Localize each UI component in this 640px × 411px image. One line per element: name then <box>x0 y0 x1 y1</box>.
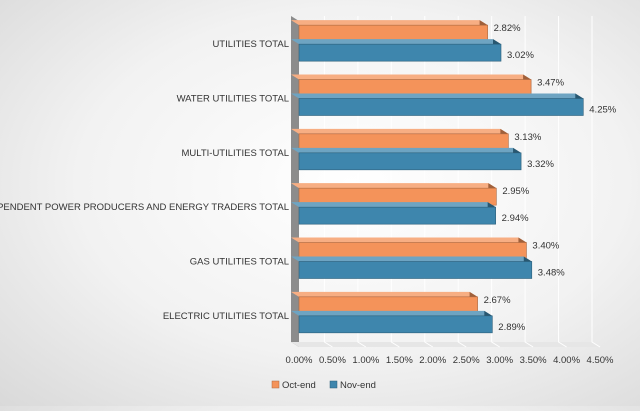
category-label: UTILITIES TOTAL <box>212 39 289 50</box>
bar-nov-end: 3.32% <box>291 147 555 171</box>
x-tick-label: 1.50% <box>386 355 413 366</box>
category-label: ELECTRIC UTILITIES TOTAL <box>163 311 289 322</box>
bar-oct-end: 3.13% <box>291 128 542 152</box>
data-label: 2.89% <box>498 322 525 333</box>
bar-top-face <box>291 20 488 26</box>
gridlines <box>323 16 601 348</box>
gridline <box>491 16 500 348</box>
bar-top-face <box>291 147 522 153</box>
bar-front-face <box>298 315 493 334</box>
bar-top-face <box>291 291 478 297</box>
bar-top-face <box>291 39 502 45</box>
data-label: 3.13% <box>514 132 541 143</box>
chart-wall <box>291 16 600 347</box>
chart-floor <box>291 342 600 347</box>
gridline <box>457 16 467 348</box>
category-labels: UTILITIES TOTAL WATER UTILITIES TOTAL MULT… <box>0 39 289 322</box>
bar-top-face <box>291 256 532 262</box>
bar-oct-end: 2.95% <box>291 183 530 206</box>
bar-top-face <box>291 183 497 189</box>
axis-side-wall <box>291 16 299 347</box>
category-label: GAS UTILITIES TOTAL <box>190 257 289 268</box>
data-label: 4.25% <box>589 105 616 116</box>
bars: 2.82% 3.02% 3.47% 4.25% 3.13% 3.32% 2.95% 2.94%… <box>291 20 617 334</box>
legend-entry: Nov-end <box>340 380 376 391</box>
bar-oct-end: 2.82% <box>291 20 521 43</box>
legend-swatch <box>271 380 280 389</box>
gridline <box>323 16 333 348</box>
bar-nov-end: 3.02% <box>291 39 534 62</box>
bar-front-face <box>298 206 496 225</box>
x-tick-label: 3.00% <box>486 355 513 366</box>
gridline <box>591 16 601 348</box>
x-tick-label: 4.00% <box>553 355 580 366</box>
data-label: 2.67% <box>484 295 511 306</box>
bar-nov-end: 3.48% <box>291 256 565 279</box>
bar-nov-end: 2.94% <box>291 202 529 225</box>
bar-top-face <box>291 128 509 134</box>
data-label: 2.82% <box>494 23 521 34</box>
bar-nov-end: 2.89% <box>291 310 526 334</box>
x-tick-label: 2.50% <box>453 355 480 366</box>
data-label: 3.47% <box>537 78 564 89</box>
data-label: 2.94% <box>502 213 529 224</box>
bar-top-face <box>291 93 584 99</box>
bar-top-face <box>291 310 493 316</box>
x-tick-label: 3.50% <box>520 355 547 366</box>
bar-top-face <box>291 202 496 208</box>
bar-front-face <box>298 98 584 116</box>
legend-entry: Oct-end <box>282 380 316 391</box>
x-tick-label: 0.50% <box>319 355 346 366</box>
bar-oct-end: 3.47% <box>291 74 565 97</box>
legend-swatch <box>329 380 338 389</box>
bar-top-face <box>291 237 527 243</box>
bar-front-face <box>298 43 502 62</box>
data-label: 3.32% <box>527 159 554 170</box>
bar-oct-end: 3.40% <box>291 237 560 260</box>
data-label: 3.48% <box>538 268 565 279</box>
x-tick-label: 4.50% <box>587 355 614 366</box>
bar-oct-end: 2.67% <box>291 291 511 315</box>
x-axis-tick-labels: 0.00% 0.50% 1.00% 1.50% 2.00% 2.50% 3.00% 3.50%… <box>286 355 614 366</box>
gridline <box>524 16 534 348</box>
data-label: 3.40% <box>532 241 559 252</box>
x-tick-label: 2.00% <box>419 355 446 366</box>
category-label: INDEPENDENT POWER PRODUCERS AND ENERGY T… <box>0 202 289 213</box>
x-tick-label: 1.00% <box>352 355 379 366</box>
bar-front-face <box>298 152 522 171</box>
bar-nov-end: 4.25% <box>291 93 617 116</box>
bar-top-face <box>291 74 532 80</box>
category-label: MULTI-UTILITIES TOTAL <box>181 148 289 159</box>
data-label: 3.02% <box>507 50 534 61</box>
category-label: WATER UTILITIES TOTAL <box>177 94 289 105</box>
x-tick-label: 0.00% <box>286 355 313 366</box>
gridline <box>558 16 567 348</box>
gridline <box>424 16 434 348</box>
gridline <box>357 16 367 348</box>
data-label: 2.95% <box>502 186 529 197</box>
legend: Oct-end Nov-end <box>271 380 376 391</box>
bar-front-face <box>298 261 533 279</box>
gridline <box>390 16 400 348</box>
